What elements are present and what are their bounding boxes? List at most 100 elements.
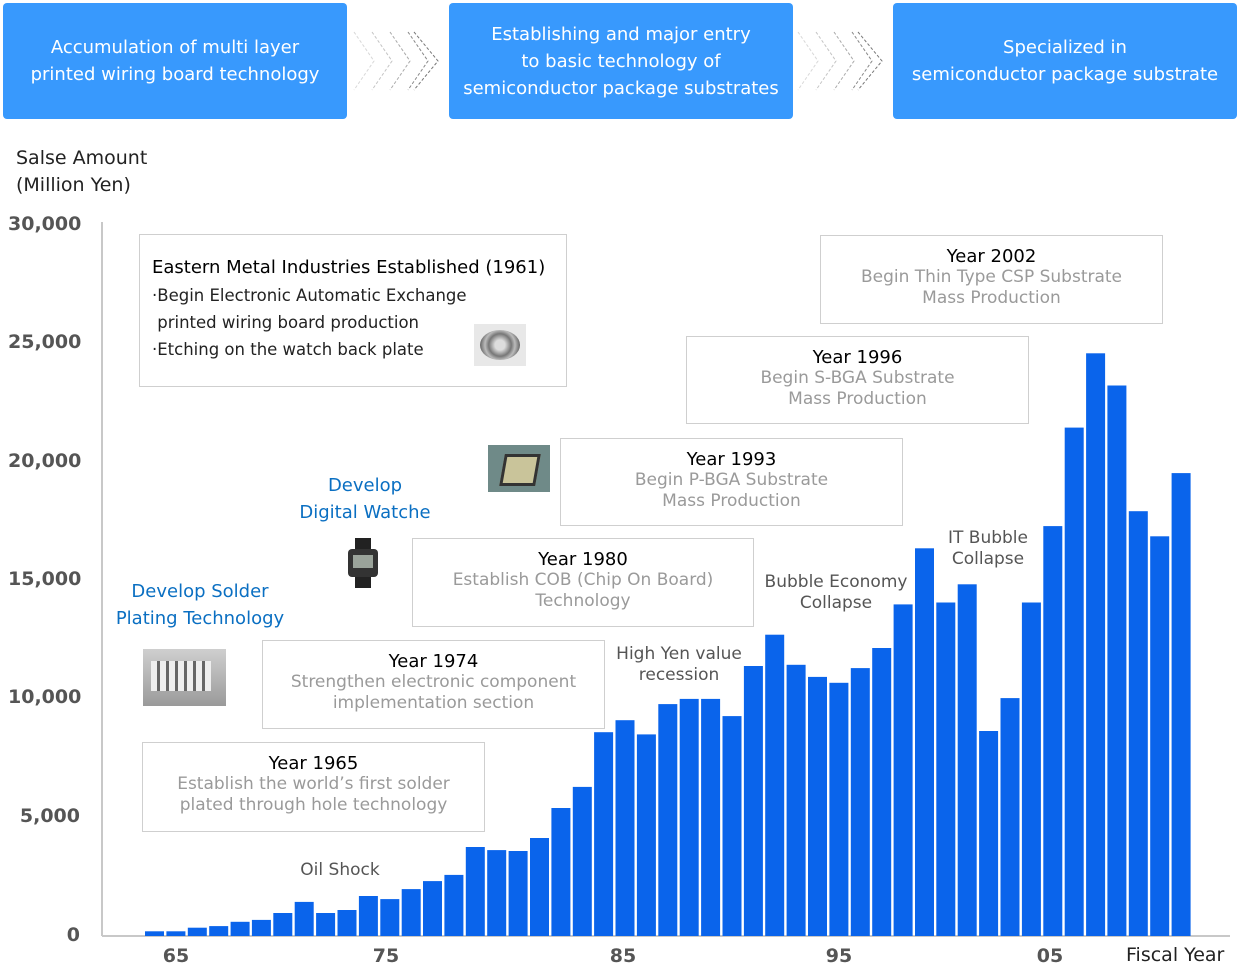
milestone-title: Year 1980	[538, 549, 628, 570]
x-tick-label: 75	[372, 945, 400, 967]
bar-1979	[465, 847, 485, 936]
bar-2011	[1150, 536, 1170, 936]
bar-1982	[530, 838, 549, 936]
bar-1977	[423, 881, 442, 936]
bar-2005	[1021, 602, 1041, 936]
x-tick-label: 05	[1036, 945, 1064, 967]
bar-1964	[145, 931, 164, 936]
x-tick-label: 65	[162, 945, 190, 967]
milestone-line: ·Etching on the watch back plate	[152, 340, 424, 359]
bar-2004	[1000, 698, 1020, 936]
bar-1995	[808, 676, 827, 936]
milestone-1980: Year 1980 Establish COB (Chip On Board) …	[412, 538, 754, 627]
annotation-bubble-economy: Bubble Economy Collapse	[764, 572, 908, 613]
bar-1997	[850, 668, 870, 936]
phase-banner-basic-tech: Establishing and major entry to basic te…	[449, 3, 793, 119]
bar-2003	[979, 731, 999, 936]
milestone-title: Year 2002	[946, 246, 1037, 267]
milestone-desc: Begin S-BGA Substrate Mass Production	[760, 368, 955, 409]
bar-2007	[1064, 427, 1084, 936]
bar-1967	[209, 926, 229, 936]
milestone-1965: Year 1965 Establish the world’s first so…	[142, 742, 485, 832]
bar-1993	[765, 634, 785, 936]
y-tick-label: 30,000	[8, 213, 82, 235]
milestone-solder-plating: Develop Solder Plating Technology	[115, 581, 285, 629]
milestone-desc: Establish COB (Chip On Board) Technology	[452, 570, 714, 611]
milestone-line: ·Begin Electronic Automatic Exchange	[152, 286, 467, 305]
bar-1973	[337, 910, 357, 936]
milestone-desc: Strengthen electronic component implemen…	[290, 672, 577, 713]
bar-1978	[444, 874, 464, 936]
bar-1974	[358, 896, 378, 936]
annotation-oil-shock: Oil Shock	[300, 860, 380, 880]
bar-1992	[743, 666, 763, 936]
bar-1976	[401, 889, 421, 936]
factory-image	[143, 649, 226, 706]
bar-1991	[722, 716, 742, 936]
bar-1981	[508, 851, 528, 936]
bar-2002	[957, 584, 977, 936]
milestone-digital-watch: Develop Digital Watche	[299, 475, 431, 523]
bar-1969	[251, 919, 271, 936]
phase-banner-specialized: Specialized in semiconductor package sub…	[893, 3, 1237, 119]
bar-1999	[893, 604, 913, 936]
bar-1998	[872, 648, 892, 936]
bar-1984	[572, 786, 592, 936]
bar-1987	[636, 734, 656, 936]
y-tick-label: 0	[66, 924, 80, 946]
bar-1980	[487, 850, 507, 936]
watch-back-plate-image	[474, 324, 526, 366]
bar-1985	[594, 732, 614, 936]
bar-1988	[658, 704, 678, 936]
chip-substrate-image	[488, 445, 550, 492]
y-tick-label: 15,000	[8, 568, 82, 590]
annotation-it-bubble: IT Bubble Collapse	[947, 528, 1028, 569]
milestone-1974: Year 1974 Strengthen electronic componen…	[262, 640, 605, 729]
x-axis-label: Fiscal Year	[1126, 944, 1225, 966]
bar-1971	[294, 901, 314, 936]
bar-1972	[316, 913, 336, 936]
bar-1989	[679, 698, 699, 936]
bar-2010	[1128, 511, 1148, 936]
bar-1994	[786, 664, 806, 936]
milestone-desc: Begin Thin Type CSP Substrate Mass Produ…	[860, 267, 1123, 308]
milestone-title: Eastern Metal Industries Established (19…	[152, 257, 546, 278]
bar-2008	[1086, 353, 1106, 936]
bar-1975	[380, 899, 400, 936]
bar-2000	[915, 548, 934, 936]
annotation-high-yen: High Yen value recession	[616, 644, 742, 685]
milestone-2002: Year 2002 Begin Thin Type CSP Substrate …	[820, 235, 1163, 324]
bar-1996	[829, 682, 849, 936]
bar-1965	[166, 931, 186, 936]
bar-2006	[1043, 526, 1063, 936]
milestone-title: Year 1993	[686, 449, 777, 470]
phase-banner-pwb: Accumulation of multi layer printed wiri…	[3, 3, 347, 119]
bar-1983	[551, 808, 571, 936]
y-tick-label: 20,000	[8, 450, 82, 472]
y-tick-label: 25,000	[8, 331, 82, 353]
bar-1966	[187, 927, 207, 936]
bar-2001	[936, 602, 956, 936]
bar-2009	[1107, 385, 1127, 936]
y-tick-label: 5,000	[19, 805, 80, 827]
milestone-title: Year 1996	[812, 347, 903, 368]
milestone-desc: Establish the world’s first solder plate…	[177, 774, 450, 815]
y-axis-label: Salse Amount (Million Yen)	[16, 147, 148, 196]
chevron-arrows-icon	[797, 31, 883, 91]
bar-1970	[273, 913, 293, 936]
y-tick-label: 10,000	[8, 686, 82, 708]
digital-watch-image	[348, 538, 378, 588]
milestone-title: Year 1974	[388, 651, 479, 672]
x-tick-label: 85	[609, 945, 637, 967]
bar-1986	[615, 720, 635, 936]
bar-1990	[701, 698, 721, 936]
bar-1968	[230, 921, 250, 936]
milestone-1996: Year 1996 Begin S-BGA Substrate Mass Pro…	[686, 336, 1029, 424]
milestone-desc: Begin P-BGA Substrate Mass Production	[634, 470, 829, 511]
bar-2012	[1171, 473, 1191, 936]
milestone-title: Year 1965	[268, 753, 359, 774]
milestone-1993: Year 1993 Begin P-BGA Substrate Mass Pro…	[560, 438, 903, 526]
chevron-arrows-icon	[353, 31, 439, 91]
